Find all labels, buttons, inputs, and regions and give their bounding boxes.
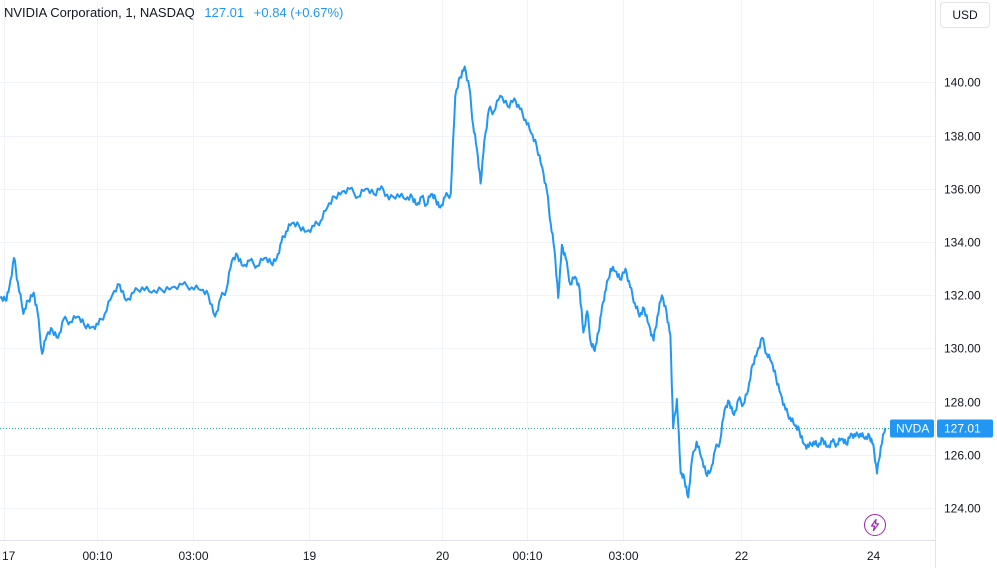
y-tick-label: 136.00 <box>944 183 981 197</box>
x-tick-label: 03:00 <box>178 549 208 563</box>
lightning-bolt-icon[interactable] <box>864 514 886 536</box>
x-tick-label: 00:10 <box>512 549 542 563</box>
symbol-tag: NVDA <box>896 422 929 436</box>
x-tick-label: 00:10 <box>82 549 112 563</box>
y-tick-label: 132.00 <box>944 289 981 303</box>
last-price-label: NVDA 127.01 <box>890 419 993 438</box>
y-tick-label: 128.00 <box>944 396 981 410</box>
y-axis-ticks: 124.00 126.00 128.00 130.00 132.00 134.00 136.… <box>944 76 981 516</box>
x-tick-label: 03:00 <box>608 549 638 563</box>
symbol-tag-box <box>890 419 934 438</box>
x-tick-label: 24 <box>867 549 881 563</box>
header-last-price: 127.01 <box>204 5 245 20</box>
y-tick-label: 140.00 <box>944 76 981 90</box>
chart-header: NVIDIA Corporation, 1, NASDAQ 127.01 +0.… <box>4 5 343 20</box>
symbol-title: NVIDIA Corporation, 1, NASDAQ <box>4 5 195 20</box>
x-tick-label: 22 <box>735 549 749 563</box>
header-price-change: +0.84 (+0.67%) <box>253 5 344 20</box>
lightning-bolt-glyph <box>870 519 880 531</box>
last-price-box <box>937 419 993 438</box>
y-tick-label: 138.00 <box>944 130 981 144</box>
x-tick-label: 17 <box>2 549 16 563</box>
series-line-nvda <box>0 65 887 499</box>
x-tick-label: 19 <box>303 549 317 563</box>
grid <box>0 0 935 540</box>
currency-button[interactable]: USD <box>940 2 990 28</box>
x-axis-ticks: 17 00:10 03:00 19 20 00:10 03:00 22 24 <box>2 549 880 563</box>
y-tick-label: 126.00 <box>944 449 981 463</box>
last-price-value: 127.01 <box>944 422 981 436</box>
y-tick-label: 134.00 <box>944 236 981 250</box>
x-tick-label: 20 <box>436 549 450 563</box>
y-tick-label: 130.00 <box>944 342 981 356</box>
y-tick-label: 124.00 <box>944 502 981 516</box>
